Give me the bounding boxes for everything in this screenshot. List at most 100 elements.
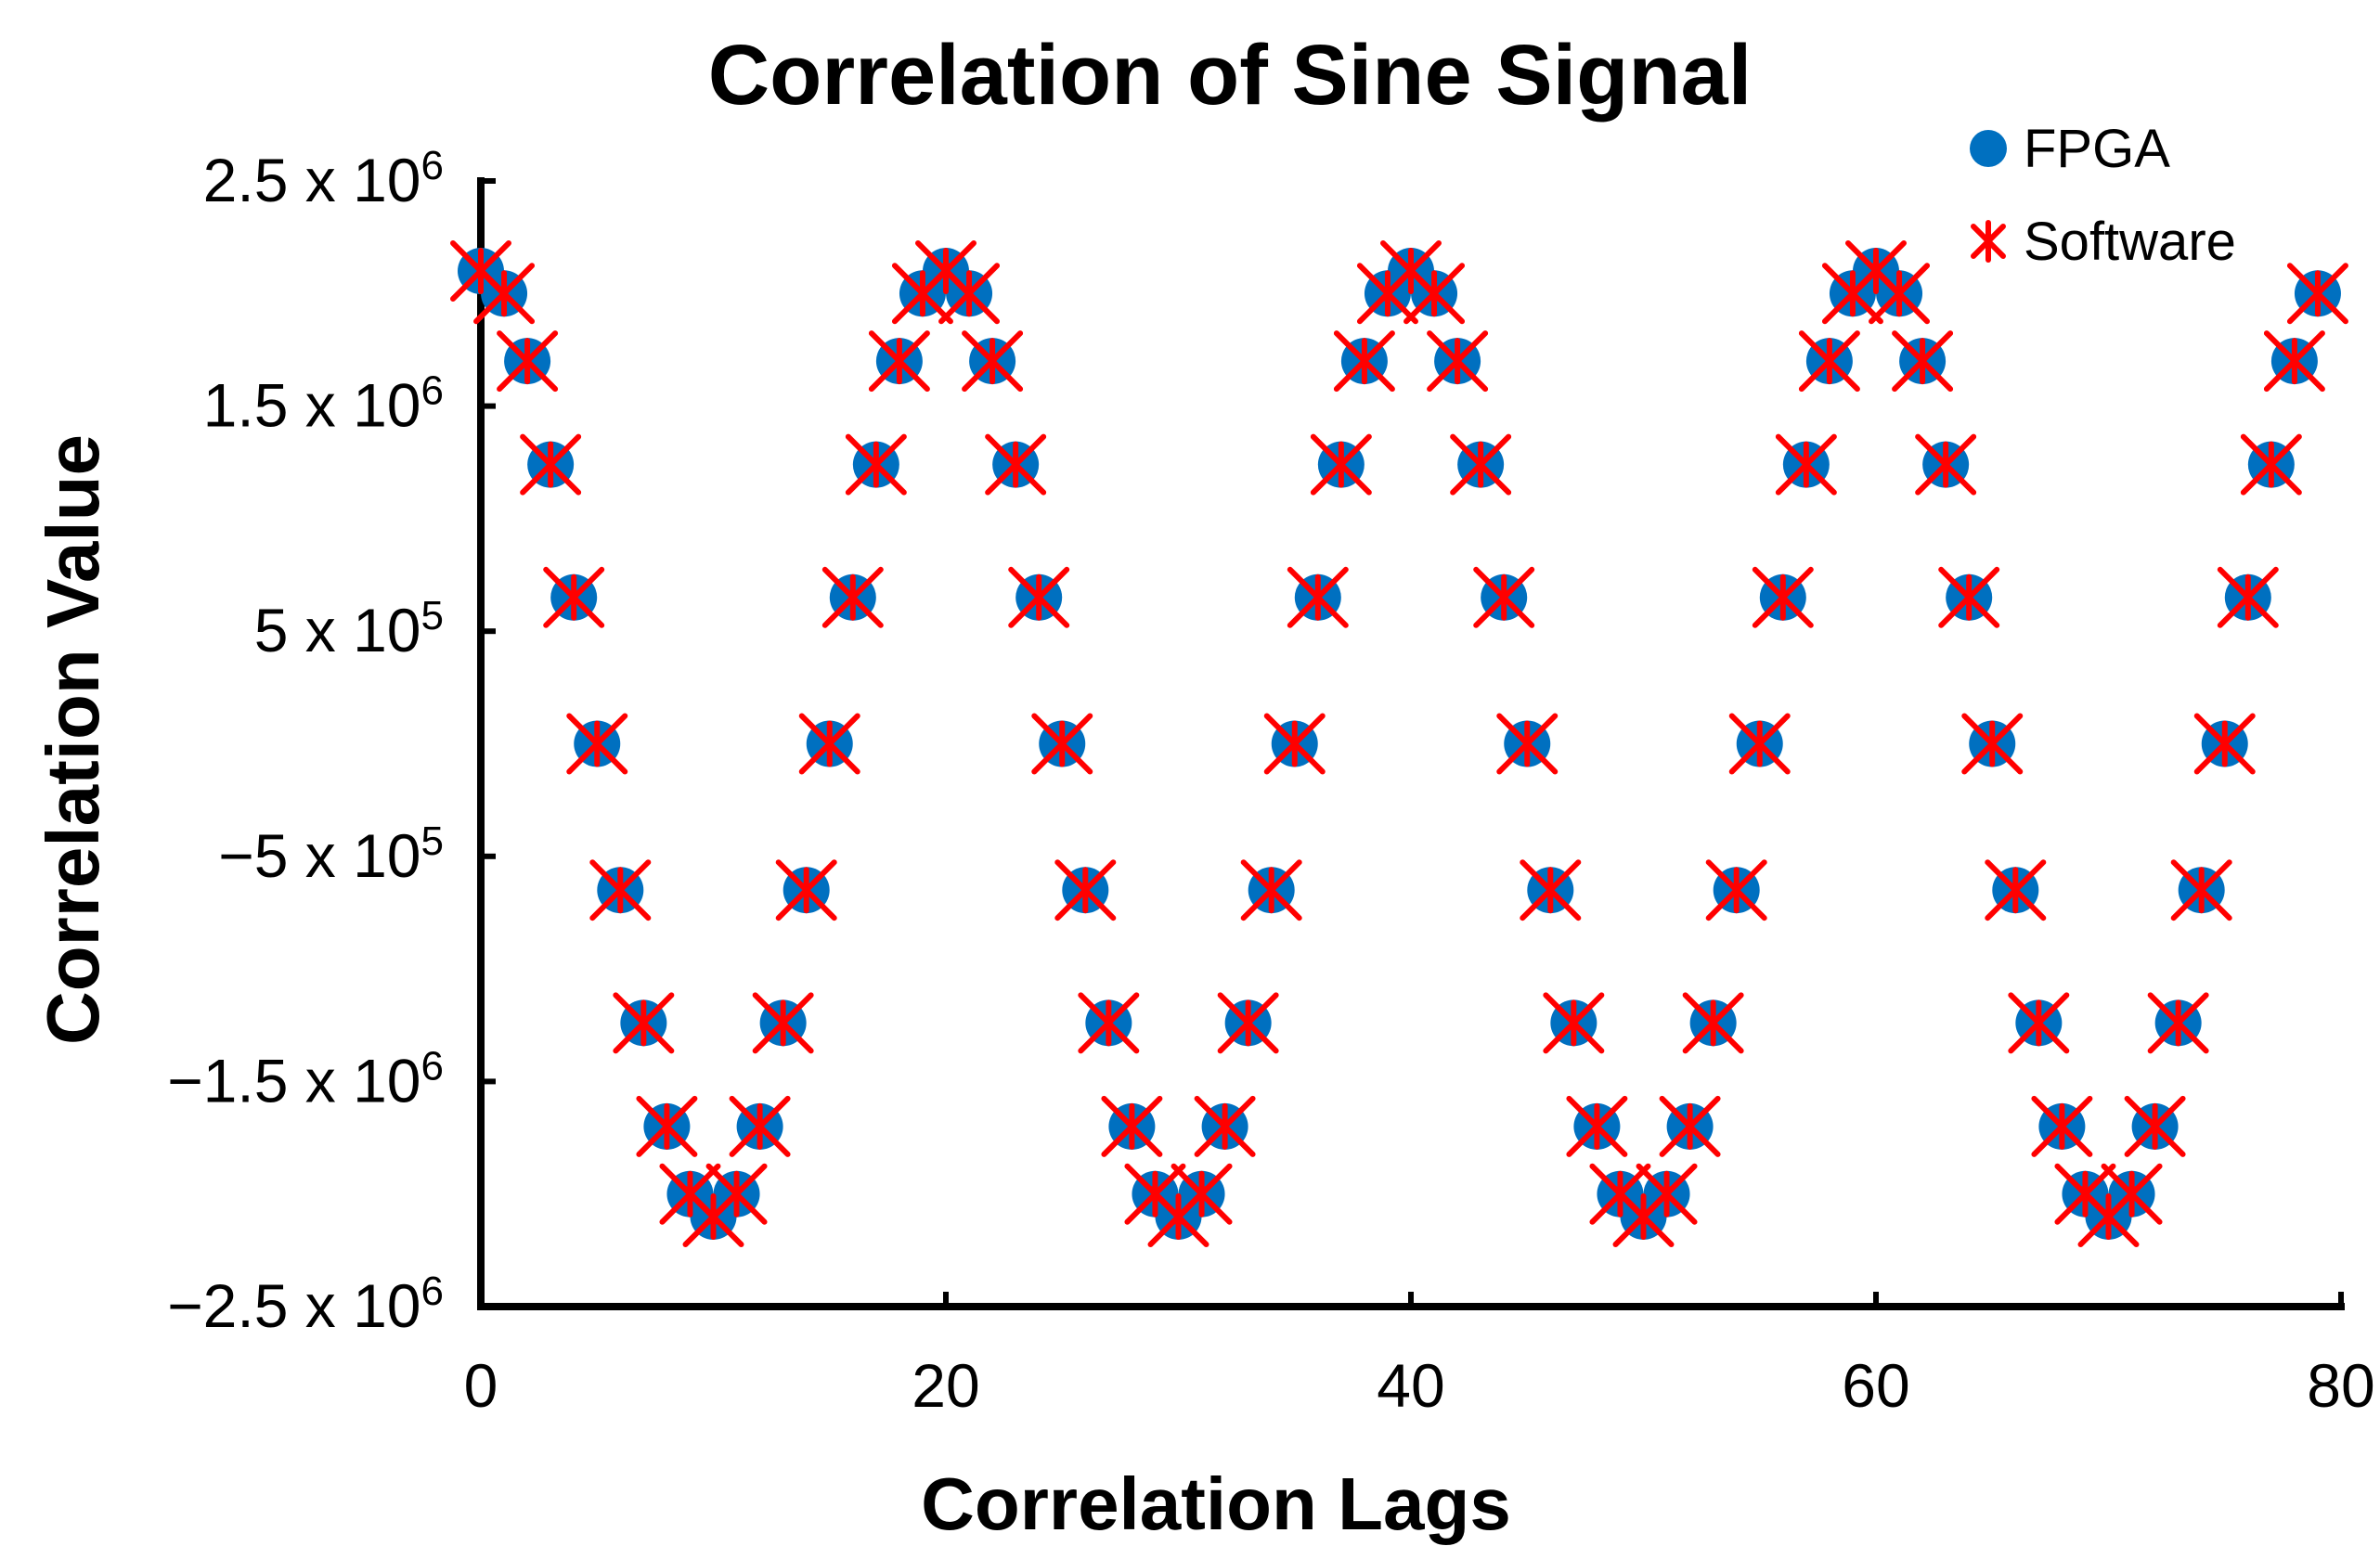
- software-point: [1450, 433, 1512, 496]
- software-point: [566, 713, 628, 775]
- software-point: [473, 263, 536, 325]
- software-point: [1938, 566, 2000, 628]
- software-point: [1636, 1163, 1698, 1225]
- software-point: [1520, 859, 1582, 921]
- software-point: [1728, 713, 1791, 775]
- software-point: [1473, 566, 1535, 628]
- y-tick-mantissa: 1.5 x 10: [203, 371, 421, 440]
- software-point: [1798, 330, 1860, 393]
- chart-title: Correlation of Sine Signal: [708, 28, 1753, 122]
- software-point: [1031, 713, 1093, 775]
- software-point: [2217, 566, 2279, 628]
- y-axis-label: Correlation Value: [32, 434, 114, 1045]
- software-point: [636, 1095, 698, 1157]
- software-point: [1054, 859, 1117, 921]
- data-points: [450, 240, 2348, 1247]
- y-tick-exponent: 5: [421, 818, 444, 864]
- software-point: [985, 433, 1047, 496]
- legend-fpga-marker: [1970, 130, 2007, 167]
- software-point: [520, 433, 582, 496]
- y-tick-label: 2.5 x 106: [203, 143, 444, 214]
- software-point: [868, 330, 930, 393]
- x-tick-label: 80: [2307, 1351, 2374, 1420]
- software-point: [2240, 433, 2302, 496]
- software-point: [821, 566, 884, 628]
- software-point: [1985, 859, 2047, 921]
- software-point: [2147, 992, 2209, 1054]
- software-point: [845, 433, 907, 496]
- software-point: [1427, 330, 1489, 393]
- y-tick-exponent: 6: [421, 1269, 444, 1314]
- legend-software-label: Software: [2024, 212, 2236, 272]
- software-point: [798, 713, 860, 775]
- software-point: [1659, 1095, 1721, 1157]
- y-tick-mantissa: −1.5 x 10: [167, 1046, 420, 1114]
- software-point: [589, 859, 652, 921]
- y-tick-mantissa: −5 x 10: [218, 821, 420, 890]
- software-point: [1496, 713, 1559, 775]
- y-tick-exponent: 5: [421, 593, 444, 638]
- software-point: [2193, 713, 2256, 775]
- software-point: [1961, 713, 2024, 775]
- y-tick-mantissa: 5 x 10: [254, 596, 421, 664]
- software-point: [1915, 433, 1977, 496]
- software-point: [1403, 263, 1466, 325]
- software-point: [1682, 992, 1744, 1054]
- y-tick-exponent: 6: [421, 368, 444, 414]
- software-point: [1263, 713, 1326, 775]
- software-point: [1543, 992, 1605, 1054]
- x-tick-label: 20: [912, 1351, 979, 1420]
- software-point: [1287, 566, 1349, 628]
- software-point: [2008, 992, 2070, 1054]
- software-point: [2170, 859, 2232, 921]
- x-tick-label: 40: [1377, 1351, 1444, 1420]
- software-point: [962, 330, 1024, 393]
- software-point: [1869, 263, 1931, 325]
- software-point: [613, 992, 675, 1054]
- software-point: [938, 263, 1001, 325]
- software-point: [2031, 1095, 2093, 1157]
- software-point: [497, 330, 559, 393]
- y-tick-exponent: 6: [421, 143, 444, 188]
- y-tick-label: 1.5 x 106: [203, 368, 444, 440]
- software-point: [775, 859, 837, 921]
- software-point: [1008, 566, 1070, 628]
- y-tick-label: −5 x 105: [218, 818, 444, 890]
- software-point: [1240, 859, 1302, 921]
- software-point: [543, 566, 605, 628]
- y-tick-exponent: 6: [421, 1043, 444, 1089]
- software-point: [705, 1163, 768, 1225]
- software-point: [1775, 433, 1837, 496]
- software-point: [2124, 1095, 2186, 1157]
- y-tick-label: −2.5 x 106: [167, 1269, 444, 1340]
- software-point: [1705, 859, 1767, 921]
- software-point: [752, 992, 814, 1054]
- legend: FPGA Software: [1970, 119, 2236, 272]
- software-point: [1171, 1163, 1233, 1225]
- software-point: [1101, 1095, 1163, 1157]
- software-point: [2286, 263, 2348, 325]
- y-tick-label: −1.5 x 106: [167, 1043, 444, 1114]
- software-point: [1333, 330, 1395, 393]
- y-tick-label: 5 x 105: [254, 593, 444, 664]
- x-tick-label: 60: [1842, 1351, 1909, 1420]
- x-axis-label: Correlation Lags: [921, 1462, 1511, 1545]
- software-point: [2263, 330, 2325, 393]
- software-point: [1078, 992, 1140, 1054]
- x-ticks: 0 20 40 60 80: [464, 1292, 2375, 1420]
- software-point: [1217, 992, 1279, 1054]
- legend-fpga-label: FPGA: [2024, 119, 2170, 179]
- y-tick-mantissa: −2.5 x 10: [167, 1271, 420, 1340]
- software-point: [1752, 566, 1814, 628]
- software-point: [1566, 1095, 1628, 1157]
- x-tick-label: 0: [464, 1351, 498, 1420]
- software-point: [1892, 330, 1954, 393]
- y-tick-mantissa: 2.5 x 10: [203, 146, 421, 214]
- software-point: [729, 1095, 791, 1157]
- legend-software-marker: [1971, 220, 2006, 263]
- software-point: [2101, 1163, 2163, 1225]
- software-point: [1310, 433, 1372, 496]
- software-point: [1194, 1095, 1256, 1157]
